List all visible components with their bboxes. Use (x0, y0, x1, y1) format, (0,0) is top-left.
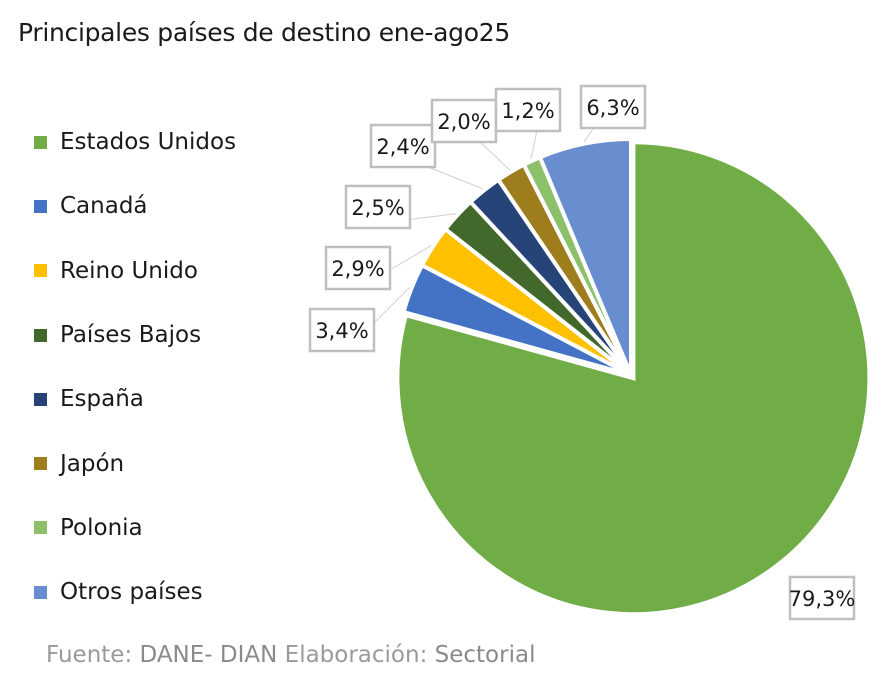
svg-text:3,4%: 3,4% (315, 319, 368, 343)
svg-text:2,5%: 2,5% (351, 196, 404, 220)
legend-label: Canadá (60, 193, 148, 220)
data-label: 2,9% (324, 245, 392, 291)
svg-text:2,4%: 2,4% (376, 135, 429, 159)
svg-text:79,3%: 79,3% (789, 587, 856, 611)
legend-item: Canadá (34, 174, 236, 238)
legend-label: Polonia (60, 514, 143, 541)
elaboration-label: Elaboración: (284, 642, 428, 668)
data-label: 79,3% (789, 575, 856, 621)
source-label: Fuente: (46, 642, 133, 668)
svg-text:2,9%: 2,9% (331, 257, 384, 281)
legend-item: Países Bajos (34, 303, 236, 367)
legend-swatch (34, 457, 47, 471)
data-label: 6,3% (579, 84, 647, 130)
legend-swatch (34, 392, 47, 406)
source-value: DANE- DIAN (139, 642, 278, 668)
svg-text:6,3%: 6,3% (586, 96, 639, 120)
legend-label: Otros países (60, 579, 203, 606)
legend-item: Japón (34, 431, 236, 495)
pie-slice (395, 140, 872, 617)
legend-label: Estados Unidos (60, 129, 237, 156)
legend-swatch (34, 328, 47, 342)
data-label: 2,5% (344, 184, 412, 230)
chart-title: Principales países de destino ene-ago25 (18, 18, 510, 47)
legend-label: Países Bajos (60, 322, 202, 349)
legend: Estados Unidos Canadá Reino Unido Países Ba… (34, 110, 236, 624)
legend-label: Reino Unido (60, 257, 198, 284)
legend-swatch (34, 264, 47, 278)
data-label: 2,4% (369, 123, 437, 169)
elaboration-value: Sectorial (434, 642, 536, 668)
legend-label: España (60, 386, 144, 413)
pie-slice (537, 136, 633, 376)
leader-line (583, 128, 594, 142)
svg-text:2,0%: 2,0% (437, 110, 490, 134)
legend-swatch (34, 521, 47, 535)
svg-text:1,2%: 1,2% (501, 99, 554, 123)
legend-label: Japón (60, 450, 125, 477)
legend-swatch (34, 199, 47, 213)
legend-item: España (34, 367, 236, 431)
data-label: 3,4% (308, 307, 376, 353)
legend-swatch (34, 585, 47, 599)
legend-item: Polonia (34, 496, 236, 560)
legend-item: Otros países (34, 560, 236, 624)
legend-item: Reino Unido (34, 239, 236, 303)
data-label: 1,2% (494, 87, 562, 133)
legend-item: Estados Unidos (34, 110, 236, 174)
legend-swatch (34, 135, 47, 149)
source-footer: Fuente: DANE- DIAN Elaboración: Sectoria… (46, 642, 535, 668)
data-label: 2,0% (430, 98, 498, 144)
